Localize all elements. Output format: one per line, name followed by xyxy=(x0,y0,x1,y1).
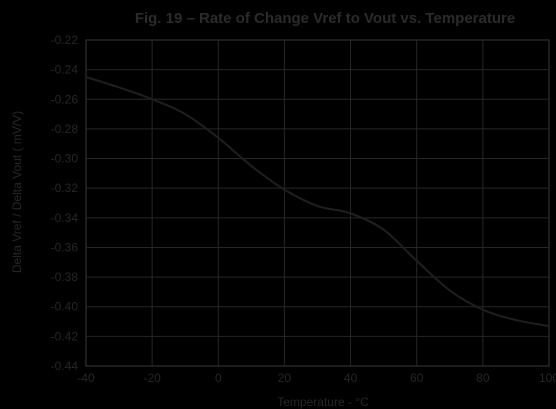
plot-frame xyxy=(85,39,550,367)
y-tick-label: -0.30 xyxy=(51,152,79,166)
x-tick-label: 80 xyxy=(476,371,490,385)
series-layer xyxy=(85,76,550,327)
y-tick-label: -0.22 xyxy=(51,33,79,47)
x-tick-label: -20 xyxy=(143,371,161,385)
series-line xyxy=(85,76,550,327)
y-tick-label: -0.24 xyxy=(51,63,79,77)
x-tick-label: 20 xyxy=(278,371,292,385)
x-axis-label: Temperature - °C xyxy=(277,395,369,409)
y-tick-label: -0.32 xyxy=(51,181,79,195)
chart-title: Fig. 19 – Rate of Change Vref to Vout vs… xyxy=(135,10,515,27)
tick-labels: -40 -20 0 20 40 60 80 100 -0.22 -0.24 -0.26 -0.28 -0… xyxy=(51,33,556,385)
x-tick-label: 100 xyxy=(539,371,556,385)
x-tick-label: 40 xyxy=(344,371,358,385)
y-tick-label: -0.42 xyxy=(51,329,79,343)
y-tick-label: -0.38 xyxy=(51,270,79,284)
x-tick-label: 0 xyxy=(215,371,222,385)
y-tick-label: -0.34 xyxy=(51,211,79,225)
x-tick-label: 60 xyxy=(410,371,424,385)
y-tick-label: -0.36 xyxy=(51,240,79,254)
grid-layer xyxy=(85,39,550,367)
y-tick-label: -0.40 xyxy=(51,300,79,314)
x-tick-label: -40 xyxy=(77,371,95,385)
y-axis-label: Delta Vref / Delta Vout ( mV/V) xyxy=(10,111,24,273)
y-tick-label: -0.28 xyxy=(51,122,79,136)
y-tick-label: -0.26 xyxy=(51,92,79,106)
y-tick-label: -0.44 xyxy=(51,359,79,373)
